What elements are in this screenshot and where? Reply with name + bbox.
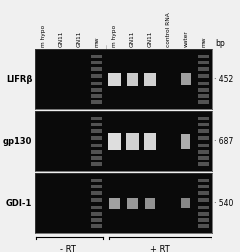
Bar [109,198,120,208]
Bar [91,144,102,147]
Bar [127,198,138,208]
Bar [91,82,102,85]
Text: water: water [183,30,188,47]
Bar [91,199,102,202]
Bar [198,123,209,126]
Text: GDI-1: GDI-1 [6,199,32,208]
Bar [198,212,209,215]
Bar [91,150,102,153]
Text: LIFRβ: LIFRβ [6,75,32,84]
Bar [108,133,121,149]
Bar [198,82,209,85]
Bar [181,198,190,208]
Text: GN11: GN11 [77,31,82,47]
Bar [91,218,102,222]
Bar [198,129,209,133]
Bar [91,117,102,120]
Text: GN11: GN11 [59,31,64,47]
Bar [198,117,209,120]
Bar [181,73,191,85]
Bar [198,156,209,160]
Bar [198,185,209,188]
Bar [91,137,102,140]
Bar [91,191,102,195]
Text: + RT: + RT [150,245,170,252]
Bar [91,67,102,71]
Bar [198,88,209,91]
Bar [91,162,102,166]
Bar [198,94,209,98]
Text: GN11: GN11 [148,31,153,47]
Bar [144,73,156,86]
Bar [91,75,102,78]
Bar [198,199,209,202]
Bar [91,156,102,160]
Bar [145,198,155,208]
Bar [91,123,102,126]
Text: - RT: - RT [60,245,76,252]
Bar [91,224,102,228]
Bar [91,94,102,98]
Bar [198,224,209,228]
Bar [198,75,209,78]
Bar [91,61,102,64]
Bar [198,144,209,147]
Text: gp130: gp130 [3,137,32,146]
Bar [126,133,138,149]
Text: · 452: · 452 [214,75,233,84]
Bar [91,88,102,91]
Bar [198,218,209,222]
Text: mw: mw [95,37,99,47]
Bar [198,150,209,153]
Bar [181,134,190,149]
Bar [91,185,102,188]
Bar [91,100,102,104]
Bar [91,212,102,215]
Bar [108,73,121,86]
Bar [198,179,209,182]
Bar [91,129,102,133]
Text: · 540: · 540 [214,199,233,208]
Text: bp: bp [215,39,225,48]
Bar [198,67,209,71]
Bar [91,179,102,182]
Text: mw: mw [201,37,206,47]
Bar [198,61,209,64]
Bar [198,100,209,104]
Bar [198,162,209,166]
Bar [198,137,209,140]
Bar [198,55,209,58]
Bar [127,73,138,86]
Bar [198,206,209,209]
Text: m hypo: m hypo [41,25,46,47]
Bar [91,206,102,209]
Text: control RNA: control RNA [166,12,170,47]
Bar [91,55,102,58]
Text: m hypo: m hypo [112,25,117,47]
Bar [198,191,209,195]
Text: GN11: GN11 [130,31,135,47]
Bar [144,133,156,149]
Text: · 687: · 687 [214,137,233,146]
